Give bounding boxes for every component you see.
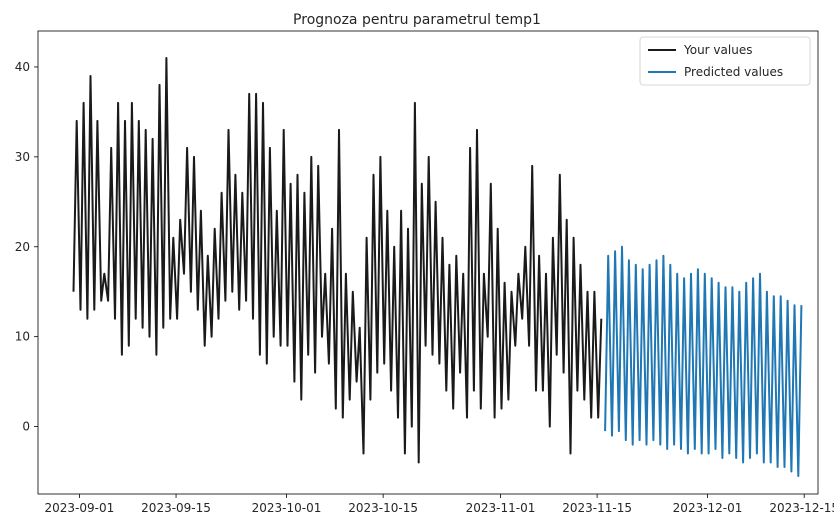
x-tick-label-3: 2023-10-15 xyxy=(348,501,418,515)
y-tick-label-1: 10 xyxy=(15,330,30,344)
x-tick-label-6: 2023-12-01 xyxy=(673,501,743,515)
x-tick-label-5: 2023-11-15 xyxy=(562,501,632,515)
series-line-predicted-values xyxy=(604,245,803,477)
legend-label-your-values: Your values xyxy=(683,43,752,57)
x-tick-label-7: 2023-12-15 xyxy=(769,501,834,515)
x-axis: 2023-09-01 2023-09-15 2023-10-01 2023-10-15… xyxy=(45,494,834,515)
x-tick-label-2: 2023-10-01 xyxy=(252,501,322,515)
legend: Your values Predicted values xyxy=(639,36,811,86)
y-tick-label-4: 40 xyxy=(15,60,30,74)
y-tick-label-0: 0 xyxy=(22,420,30,434)
chart-title: Prognoza pentru parametrul temp1 xyxy=(293,12,541,28)
series-layer xyxy=(72,57,803,477)
x-tick-label-1: 2023-09-15 xyxy=(141,501,211,515)
x-tick-label-4: 2023-11-01 xyxy=(466,501,536,515)
x-tick-label-0: 2023-09-01 xyxy=(45,501,115,515)
y-tick-label-2: 20 xyxy=(15,240,30,254)
y-tick-label-3: 30 xyxy=(15,150,30,164)
y-axis: 0 10 20 30 40 xyxy=(15,60,38,434)
legend-box xyxy=(639,36,811,86)
series-line-your-values xyxy=(72,57,603,464)
legend-label-predicted-values: Predicted values xyxy=(684,65,783,79)
